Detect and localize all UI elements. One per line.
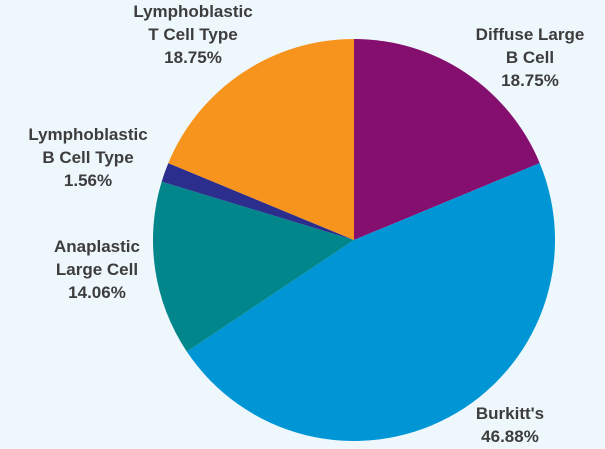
category-label: Anaplastic Large Cell — [54, 237, 140, 279]
value-label: 14.06% — [68, 283, 126, 302]
slice-label: Burkitt's 46.88% — [450, 402, 570, 448]
pie-slice — [168, 38, 354, 240]
pie-slice — [161, 163, 354, 240]
slice-label: Anaplastic Large Cell 14.06% — [45, 235, 150, 304]
value-label: 1.56% — [63, 171, 113, 190]
value-label: 18.75% — [501, 71, 559, 90]
category-label: Lymphoblastic B Cell Type — [28, 125, 148, 167]
slice-label: Lymphoblastic T Cell Type 18.75% — [131, 0, 256, 69]
slice-label: Diffuse Large B Cell 18.75% — [475, 23, 585, 92]
pie-slice — [354, 39, 540, 240]
value-label: 18.75% — [164, 48, 222, 67]
slice-label: Lymphoblastic B Cell Type 1.56% — [26, 123, 151, 192]
category-label: Lymphoblastic T Cell Type — [133, 2, 253, 44]
category-label: Diffuse Large B Cell — [475, 25, 585, 67]
pie-slice — [153, 181, 354, 352]
pie-slice — [186, 163, 555, 441]
category-label: Burkitt's — [475, 404, 545, 423]
value-label: 46.88% — [481, 427, 539, 446]
